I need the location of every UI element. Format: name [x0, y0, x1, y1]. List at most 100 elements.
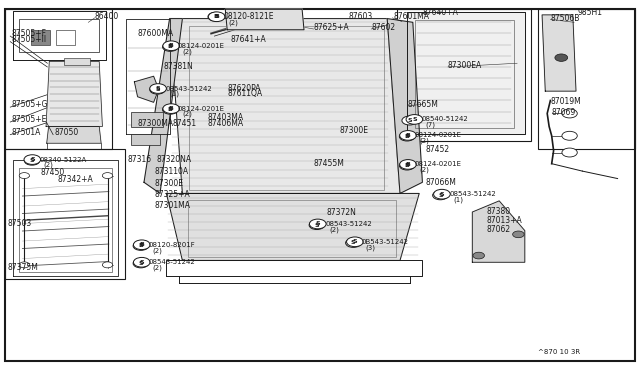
Text: S: S — [314, 222, 319, 228]
Text: 87505+E: 87505+E — [12, 115, 47, 124]
Circle shape — [346, 238, 361, 247]
Polygon shape — [170, 19, 400, 193]
Text: (2): (2) — [419, 167, 429, 173]
Text: S: S — [29, 158, 35, 163]
Polygon shape — [472, 201, 525, 262]
Circle shape — [133, 241, 148, 250]
Text: 87013+A: 87013+A — [486, 216, 522, 225]
Text: B: B — [406, 133, 410, 138]
Text: 87380: 87380 — [486, 207, 511, 216]
Text: B: B — [169, 106, 173, 111]
Bar — [5, 9, 112, 149]
Text: S: S — [412, 117, 417, 122]
Text: 87602: 87602 — [371, 23, 396, 32]
Polygon shape — [166, 193, 419, 260]
Polygon shape — [225, 9, 304, 30]
Circle shape — [134, 257, 150, 267]
Text: 87665M: 87665M — [408, 100, 438, 109]
Circle shape — [562, 109, 577, 118]
Bar — [538, 9, 635, 149]
Text: 08120-8201F: 08120-8201F — [148, 242, 195, 248]
Text: B: B — [168, 107, 173, 112]
Text: 87450: 87450 — [40, 169, 65, 177]
Circle shape — [163, 104, 179, 113]
Bar — [189, 26, 384, 190]
Circle shape — [399, 161, 415, 170]
Text: 87019M: 87019M — [550, 97, 581, 106]
Text: 87641+A: 87641+A — [230, 35, 266, 44]
Circle shape — [150, 85, 165, 94]
Circle shape — [433, 191, 448, 200]
Text: S: S — [351, 240, 356, 246]
Text: 87640+A: 87640+A — [422, 8, 458, 17]
Text: (3): (3) — [365, 244, 376, 251]
Text: S: S — [440, 192, 444, 197]
Text: 87301MA: 87301MA — [155, 201, 191, 210]
Circle shape — [19, 262, 29, 268]
Bar — [188, 200, 396, 257]
Text: (2): (2) — [182, 48, 192, 55]
Text: (2): (2) — [228, 19, 238, 26]
Bar — [131, 112, 163, 127]
Text: S: S — [407, 118, 412, 123]
Text: 87403MA: 87403MA — [208, 113, 244, 122]
Circle shape — [562, 131, 577, 140]
Text: (1): (1) — [170, 91, 180, 97]
Text: S: S — [316, 221, 320, 227]
Text: 87600MA: 87600MA — [138, 29, 173, 38]
Circle shape — [208, 12, 223, 21]
Text: 08124-0201E: 08124-0201E — [415, 161, 461, 167]
Text: S: S — [30, 157, 35, 162]
Bar — [19, 168, 112, 272]
Circle shape — [163, 42, 178, 51]
Circle shape — [24, 155, 41, 164]
Text: S: S — [438, 193, 443, 198]
Circle shape — [473, 252, 484, 259]
Text: B: B — [169, 43, 173, 48]
Text: 08543-51242: 08543-51242 — [165, 86, 212, 92]
Circle shape — [399, 132, 415, 141]
Bar — [397, 9, 531, 141]
Text: (2): (2) — [329, 226, 339, 233]
Circle shape — [163, 105, 178, 114]
Circle shape — [406, 115, 423, 124]
Text: 87381N: 87381N — [163, 62, 193, 71]
Circle shape — [150, 84, 166, 93]
Circle shape — [19, 173, 29, 179]
Polygon shape — [134, 76, 159, 102]
Text: (2): (2) — [419, 138, 429, 144]
Text: 87375M: 87375M — [8, 263, 38, 272]
Text: 08540-51242: 08540-51242 — [421, 116, 468, 122]
Text: 87320NA: 87320NA — [157, 155, 192, 164]
Text: 87406MA: 87406MA — [208, 119, 244, 128]
Text: 08124-0201E: 08124-0201E — [178, 43, 225, 49]
Text: 0B543-51242: 0B543-51242 — [362, 239, 408, 245]
Text: 87625+A: 87625+A — [314, 23, 349, 32]
Bar — [56, 30, 75, 45]
Text: S: S — [155, 87, 160, 92]
Bar — [5, 149, 125, 279]
Text: B: B — [214, 14, 219, 19]
Text: 873110A: 873110A — [155, 167, 189, 176]
Circle shape — [310, 219, 326, 229]
Text: B: B — [168, 44, 173, 49]
Text: 87066M: 87066M — [426, 178, 456, 187]
Polygon shape — [144, 19, 182, 193]
Text: 86400: 86400 — [95, 12, 119, 21]
Text: B: B — [404, 163, 410, 168]
Text: (2): (2) — [44, 162, 53, 169]
Text: S: S — [353, 239, 357, 244]
Text: 08543-51242: 08543-51242 — [449, 191, 496, 197]
Text: B: B — [406, 162, 410, 167]
Text: 08543-51242: 08543-51242 — [325, 221, 372, 227]
Text: 87325+A: 87325+A — [155, 190, 191, 199]
Text: 87300MA: 87300MA — [138, 119, 173, 128]
Text: B: B — [213, 14, 218, 19]
Circle shape — [399, 131, 417, 140]
Polygon shape — [542, 15, 576, 91]
Circle shape — [555, 54, 568, 61]
Text: 87505+F: 87505+F — [12, 29, 47, 38]
Text: 87069: 87069 — [552, 108, 576, 117]
Text: 87300EA: 87300EA — [448, 61, 483, 70]
Text: 87603: 87603 — [349, 12, 373, 21]
